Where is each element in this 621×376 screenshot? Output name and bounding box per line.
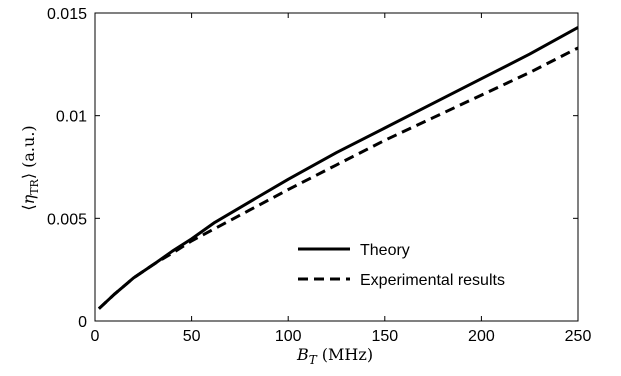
y-tick-label: 0.01: [56, 109, 87, 126]
x-tick-label: 200: [468, 328, 495, 345]
y-axis-label: ⟨ηTR⟩ (a.u.): [19, 125, 41, 210]
series-line-experimental: [97, 46, 579, 310]
legend-label-experimental: Experimental results: [360, 272, 505, 289]
axis-tick-labels: 0 50 100 150 200 250 0 0.005 0.01 0.015: [47, 6, 591, 345]
legend-box: [285, 232, 560, 296]
series-layer: [97, 26, 579, 310]
x-tick-label: 50: [183, 328, 201, 345]
plot-area-border: [94, 12, 579, 322]
x-tick-label: 250: [565, 328, 592, 345]
x-tick-label: 150: [371, 328, 398, 345]
legend-label-theory: Theory: [360, 242, 410, 259]
y-tick-label: 0.005: [47, 211, 87, 228]
x-tick-label: 0: [91, 328, 100, 345]
x-axis-label: BT (MHz): [296, 345, 373, 367]
y-tick-label: 0.015: [47, 6, 87, 23]
axis-ticks: [94, 12, 579, 322]
x-tick-label: 100: [275, 328, 302, 345]
legend: Theory Experimental results: [285, 232, 560, 296]
plot-frame: [94, 12, 579, 322]
y-tick-label: 0: [78, 314, 87, 331]
